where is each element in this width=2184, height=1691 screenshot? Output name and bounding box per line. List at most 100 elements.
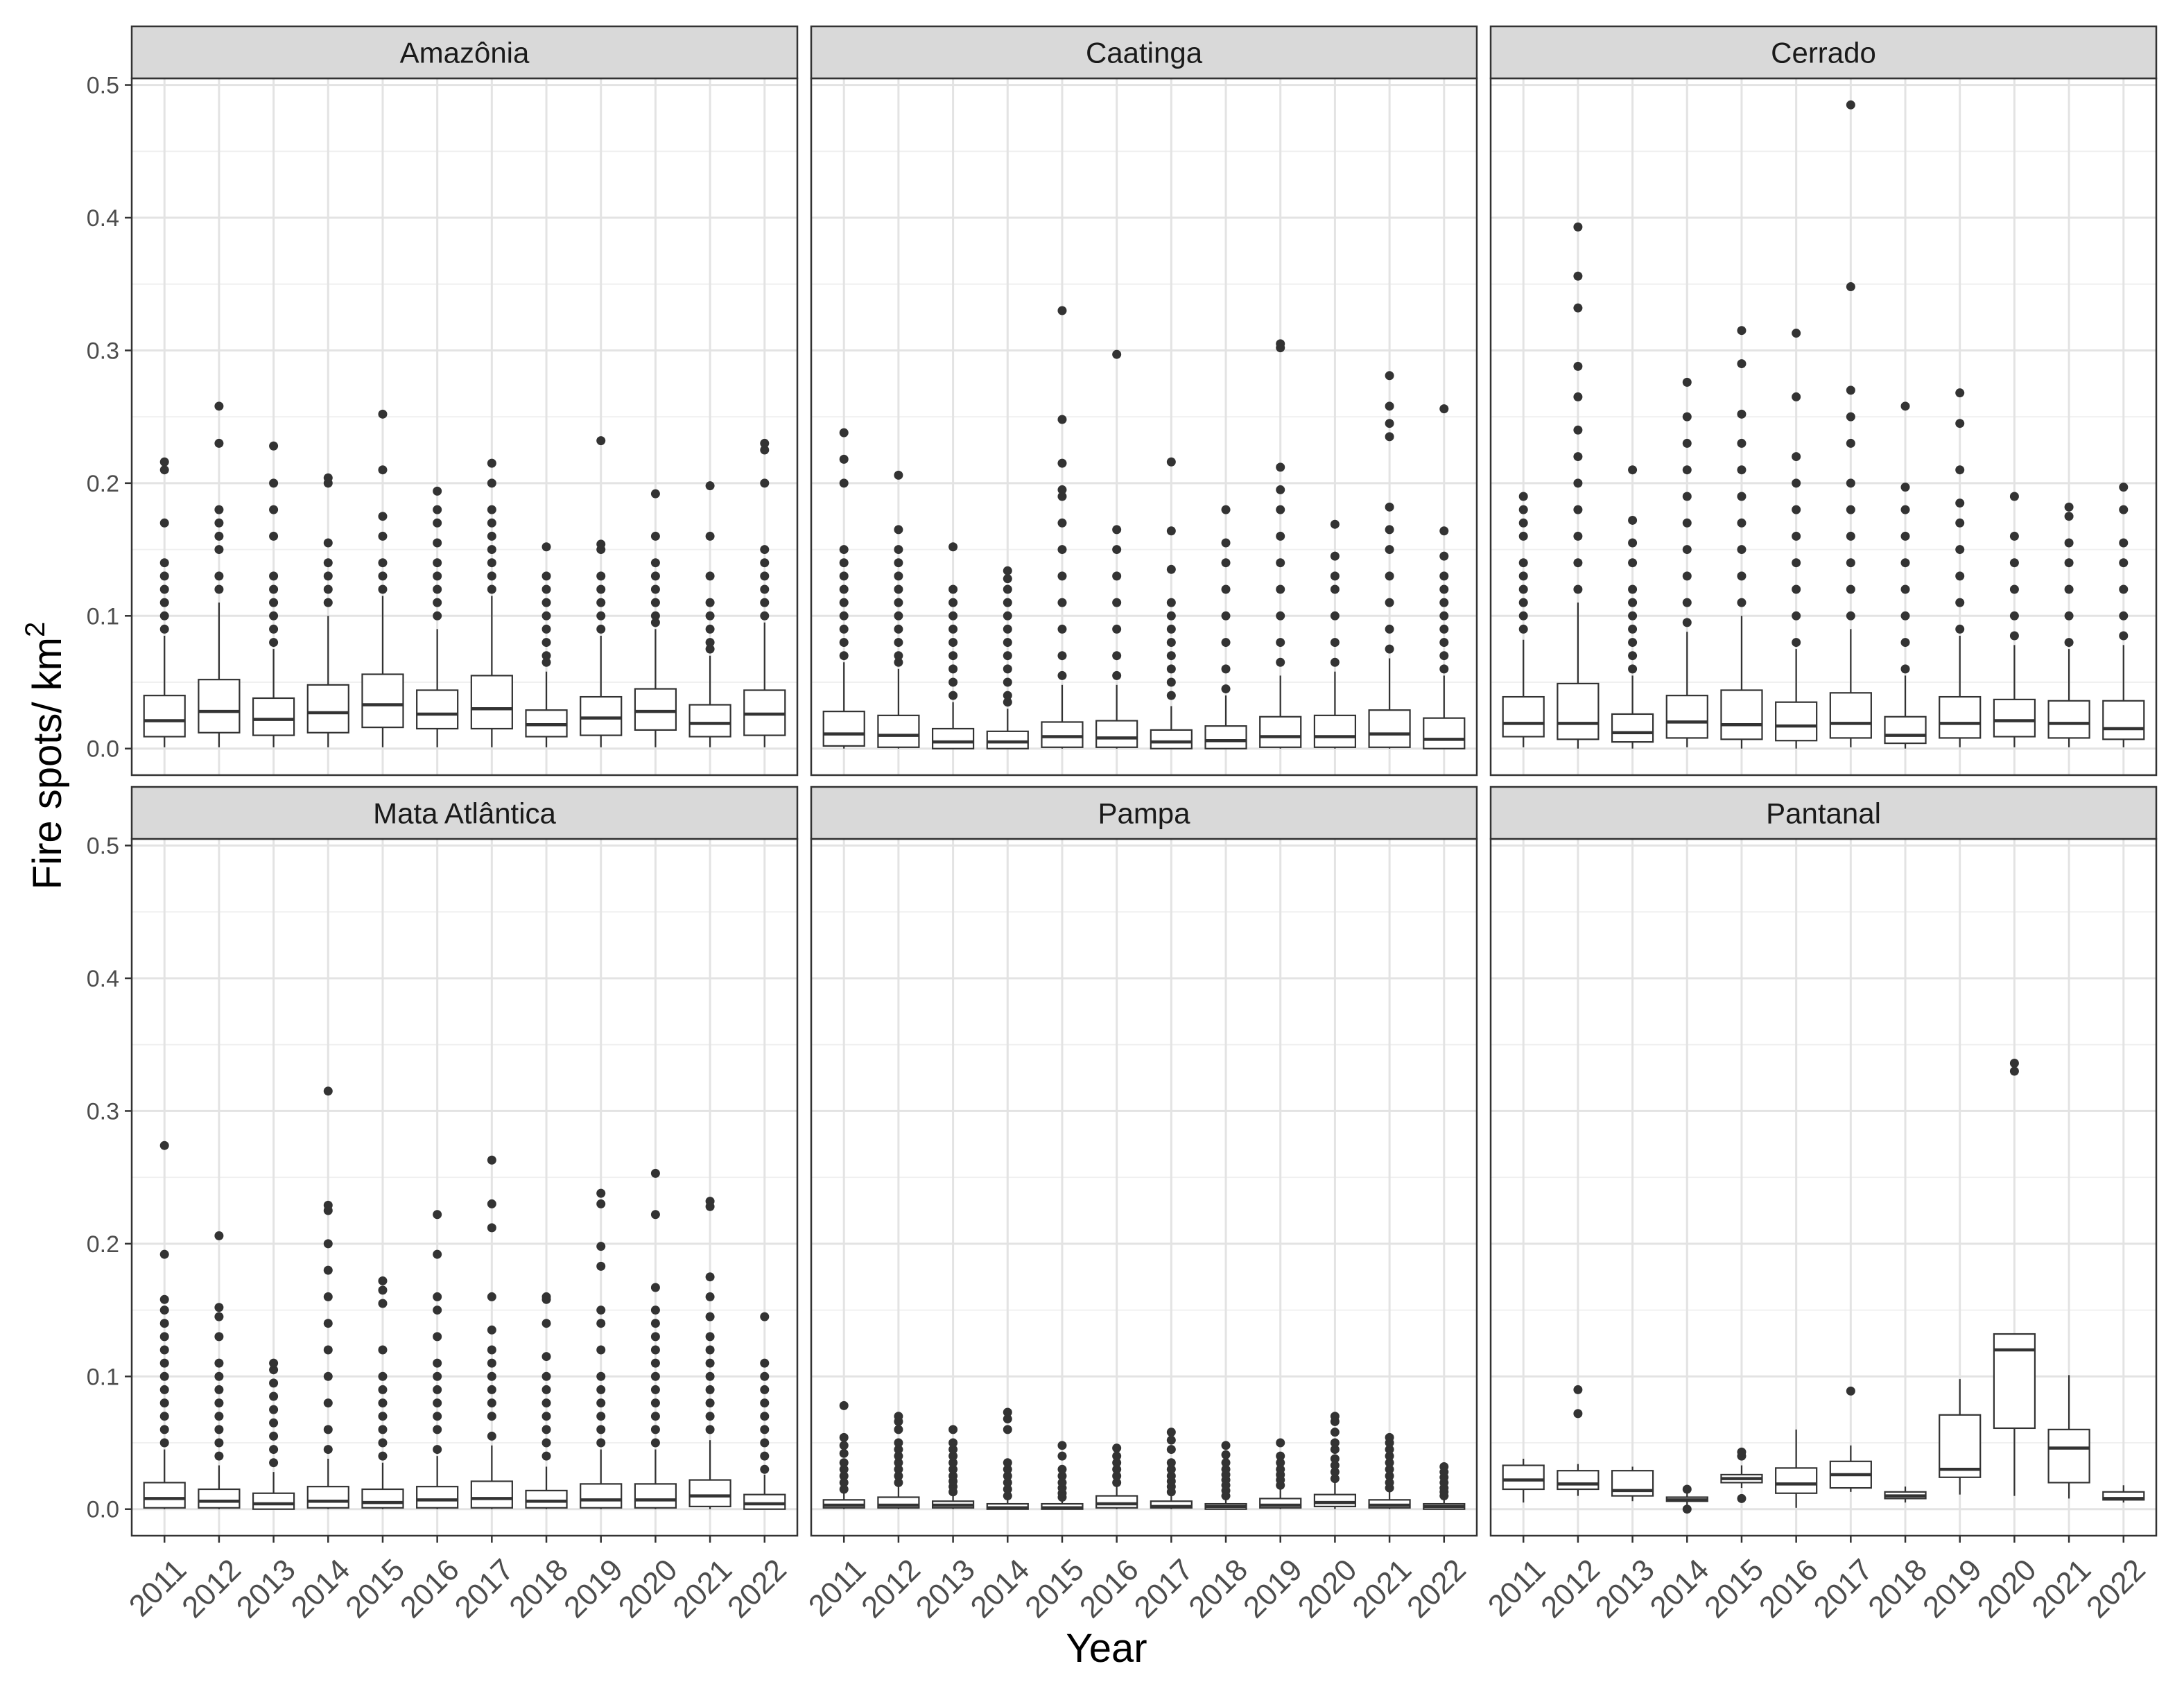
outlier-point (1900, 584, 1910, 594)
outlier-point (1518, 624, 1528, 634)
outlier-point (760, 545, 770, 555)
outlier-point (269, 478, 279, 488)
outlier-point (269, 1378, 279, 1388)
outlier-point (1628, 611, 1638, 621)
boxplot-2013 (252, 1358, 295, 1510)
outlier-point (1737, 438, 1747, 448)
box-iqr (688, 704, 731, 738)
box-iqr (1829, 692, 1872, 739)
boxplot-2018 (1204, 1441, 1247, 1510)
y-axis-title: Fire spots/ km2 (20, 622, 70, 890)
outlier-point (1682, 518, 1692, 528)
outlier-point (1057, 1451, 1067, 1461)
boxplot-2015 (1041, 1441, 1084, 1510)
outlier-point (1221, 611, 1231, 621)
outlier-point (378, 465, 388, 475)
outlier-point (378, 409, 388, 419)
outlier-point (1682, 412, 1692, 422)
boxplot-2014 (1665, 1484, 1708, 1514)
box-iqr (1993, 698, 2036, 738)
outlier-point (433, 1371, 442, 1381)
outlier-point (1057, 518, 1067, 528)
boxplot-2020 (1313, 1412, 1357, 1509)
outlier-point (650, 598, 660, 607)
outlier-point (1628, 664, 1638, 674)
outlier-point (1955, 518, 1965, 528)
boxplot-2011 (1502, 1458, 1545, 1503)
boxplot-2019 (580, 436, 623, 747)
outlier-point (894, 1425, 903, 1434)
outlier-point (433, 1445, 442, 1455)
outlier-point (1003, 638, 1012, 648)
outlier-point (159, 1412, 169, 1421)
outlier-point (1057, 306, 1067, 315)
outlier-point (1385, 1432, 1394, 1442)
outlier-point (650, 584, 660, 594)
boxplot-2011 (822, 1401, 865, 1509)
box-iqr (252, 697, 295, 736)
outlier-point (1955, 419, 1965, 428)
outlier-point (1792, 584, 1801, 594)
outlier-point (269, 598, 279, 607)
outlier-point (323, 1265, 333, 1275)
facet-strip (1489, 25, 2158, 80)
outlier-point (650, 489, 660, 498)
outlier-point (433, 538, 442, 548)
outlier-point (1900, 664, 1910, 674)
outlier-point (948, 624, 958, 634)
outlier-point (1385, 525, 1394, 535)
outlier-point (1628, 584, 1638, 594)
outlier-point (1385, 1464, 1394, 1474)
boxplot-2013 (931, 542, 975, 749)
outlier-point (159, 571, 169, 581)
outlier-point (1276, 462, 1285, 472)
box-iqr (416, 1486, 459, 1509)
box-iqr (1423, 717, 1466, 749)
outlier-point (948, 664, 958, 674)
outlier-point (1385, 545, 1394, 555)
outlier-point (1628, 558, 1638, 568)
outlier-point (1628, 538, 1638, 548)
outlier-point (1792, 392, 1801, 401)
facet-strip (810, 25, 1478, 80)
outlier-point (705, 638, 715, 648)
outlier-point (1385, 1445, 1394, 1455)
outlier-point (541, 584, 551, 594)
outlier-point (1682, 377, 1692, 387)
outlier-point (1955, 388, 1965, 398)
outlier-point (433, 1249, 442, 1259)
outlier-point (705, 1358, 715, 1368)
outlier-point (269, 584, 279, 594)
boxplot-2018 (1884, 1486, 1927, 1503)
outlier-point (1166, 611, 1176, 621)
outlier-point (1385, 571, 1394, 581)
outlier-point (214, 1438, 224, 1448)
outlier-point (705, 1197, 715, 1206)
outlier-point (1682, 598, 1692, 607)
outlier-point (1057, 670, 1067, 680)
box-iqr (2102, 700, 2145, 740)
outlier-point (705, 1272, 715, 1282)
outlier-point (1682, 438, 1692, 448)
outlier-point (1276, 531, 1285, 541)
boxplot-2018 (1204, 505, 1247, 749)
outlier-point (159, 558, 169, 568)
outlier-point (1900, 638, 1910, 648)
outlier-point (541, 611, 551, 621)
panel-background (132, 78, 797, 775)
outlier-point (269, 624, 279, 634)
outlier-point (596, 1425, 606, 1434)
outlier-point (487, 584, 496, 594)
outlier-point (760, 1398, 770, 1408)
outlier-point (214, 1332, 224, 1342)
outlier-point (1682, 545, 1692, 555)
outlier-point (1003, 697, 1012, 707)
outlier-point (433, 1412, 442, 1421)
outlier-point (596, 598, 606, 607)
outlier-point (948, 584, 958, 594)
boxplot-2016 (1095, 1443, 1138, 1509)
facet-strip (130, 25, 799, 80)
facet-strip-label: Cerrado (1771, 37, 1876, 69)
outlier-point (487, 518, 496, 528)
outlier-point (760, 1385, 770, 1394)
